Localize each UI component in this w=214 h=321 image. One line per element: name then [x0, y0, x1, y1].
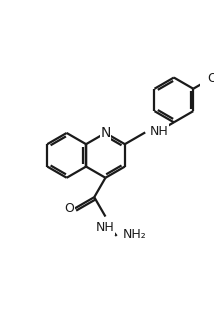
Text: NH: NH	[96, 221, 115, 234]
Text: O: O	[207, 72, 214, 85]
Text: N: N	[100, 126, 111, 140]
Text: NH: NH	[150, 125, 169, 138]
Text: O: O	[64, 202, 74, 215]
Text: NH₂: NH₂	[122, 228, 146, 240]
